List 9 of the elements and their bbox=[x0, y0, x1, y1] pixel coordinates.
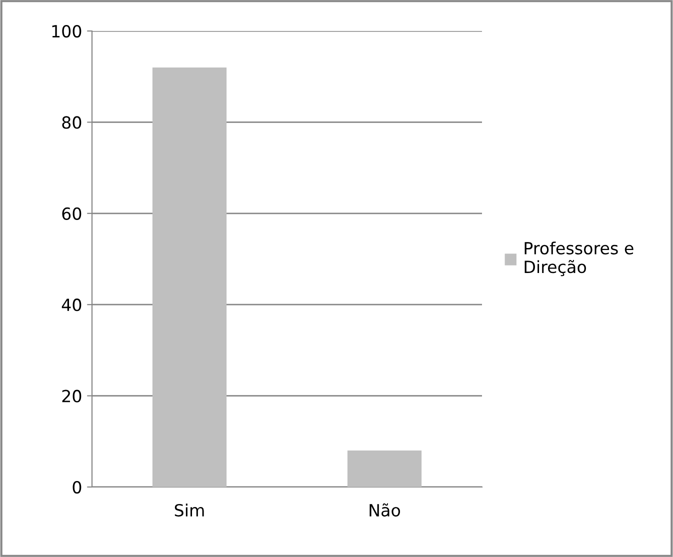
y-tick-label: 60 bbox=[62, 207, 82, 220]
legend-label: Professores e Direção bbox=[524, 242, 634, 276]
x-tick-label: Não bbox=[370, 503, 400, 517]
y-tick-label: 40 bbox=[62, 298, 82, 312]
y-tick-label: 0 bbox=[72, 480, 82, 494]
y-tick-label: 80 bbox=[62, 116, 82, 129]
y-tick-label: 20 bbox=[62, 390, 82, 402]
y-tick-label: 100 bbox=[52, 24, 82, 38]
x-tick-label: Sim bbox=[174, 504, 204, 517]
